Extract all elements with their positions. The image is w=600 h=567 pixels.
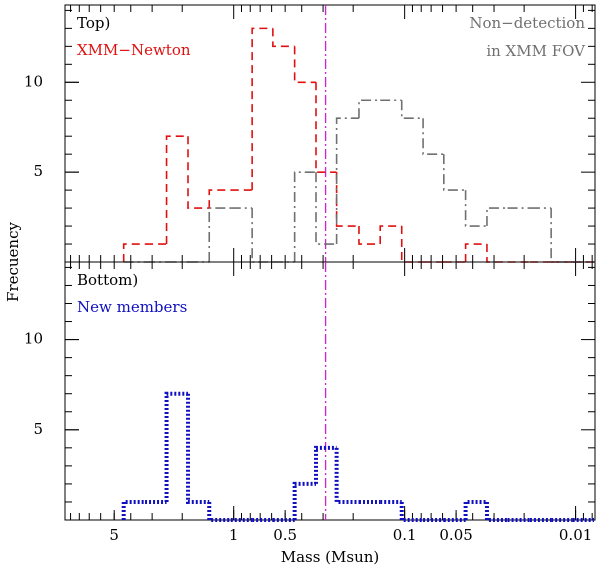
histogram-bin (251, 208, 273, 263)
histogram-bin (358, 99, 381, 119)
y-tick-label: 5 (33, 420, 43, 438)
histogram-bin (121, 499, 146, 520)
histogram-bin (208, 189, 231, 209)
histogram-bin (379, 225, 402, 245)
panel-label: Top) (77, 14, 110, 32)
x-tick-label: 5 (109, 526, 119, 544)
x-tick-label: 0.1 (393, 526, 417, 544)
histogram-bin (335, 117, 359, 245)
histogram-bin (463, 499, 487, 520)
histogram-bin (272, 28, 295, 48)
y-axis-label: Frecuency (4, 222, 22, 302)
histogram-bin (208, 207, 231, 262)
x-tick-label: 0.5 (273, 526, 297, 544)
histogram-bin (399, 501, 424, 522)
histogram-bin (486, 207, 508, 227)
histogram-bin (422, 118, 444, 155)
histogram-bin (484, 501, 508, 522)
y-tick-label: 10 (24, 72, 43, 90)
histogram-bin (486, 244, 508, 263)
legend-label: Non−detection (469, 14, 585, 32)
panel-label: Bottom) (77, 271, 138, 289)
histogram-bin (335, 172, 359, 227)
histogram-bin (315, 172, 337, 245)
histogram-bin (334, 447, 359, 504)
histogram-bin (358, 226, 381, 245)
y-tick-label: 5 (33, 162, 43, 180)
x-tick-label: 0.01 (559, 526, 592, 544)
histogram-bin (400, 100, 424, 120)
histogram-bin (292, 481, 317, 520)
histogram-bin (251, 27, 273, 191)
histogram-bin (165, 135, 189, 245)
legend-label: XMM−Newton (77, 41, 191, 59)
x-tick-label: 1 (229, 526, 239, 544)
legend-label: in XMM FOV (486, 42, 586, 60)
histogram-bin (314, 445, 337, 484)
y-tick-label: 10 (24, 330, 43, 348)
histogram-bin (464, 243, 487, 262)
histogram-bin (186, 393, 210, 504)
histogram-bin (293, 46, 317, 84)
histogram-bin (443, 154, 466, 191)
histogram-bin (293, 171, 317, 262)
histogram-bin (464, 190, 487, 227)
x-axis-label: Mass (Msun) (281, 548, 380, 566)
histogram-bin (315, 82, 337, 173)
histogram-bin (187, 136, 210, 209)
histogram-bin (207, 501, 231, 522)
panel-frame (64, 261, 596, 521)
histogram-bin (122, 243, 146, 262)
histogram-bin (550, 208, 573, 263)
legend-label: New members (77, 298, 187, 316)
histogram-bin (164, 391, 189, 502)
x-tick-label: 0.05 (439, 526, 472, 544)
